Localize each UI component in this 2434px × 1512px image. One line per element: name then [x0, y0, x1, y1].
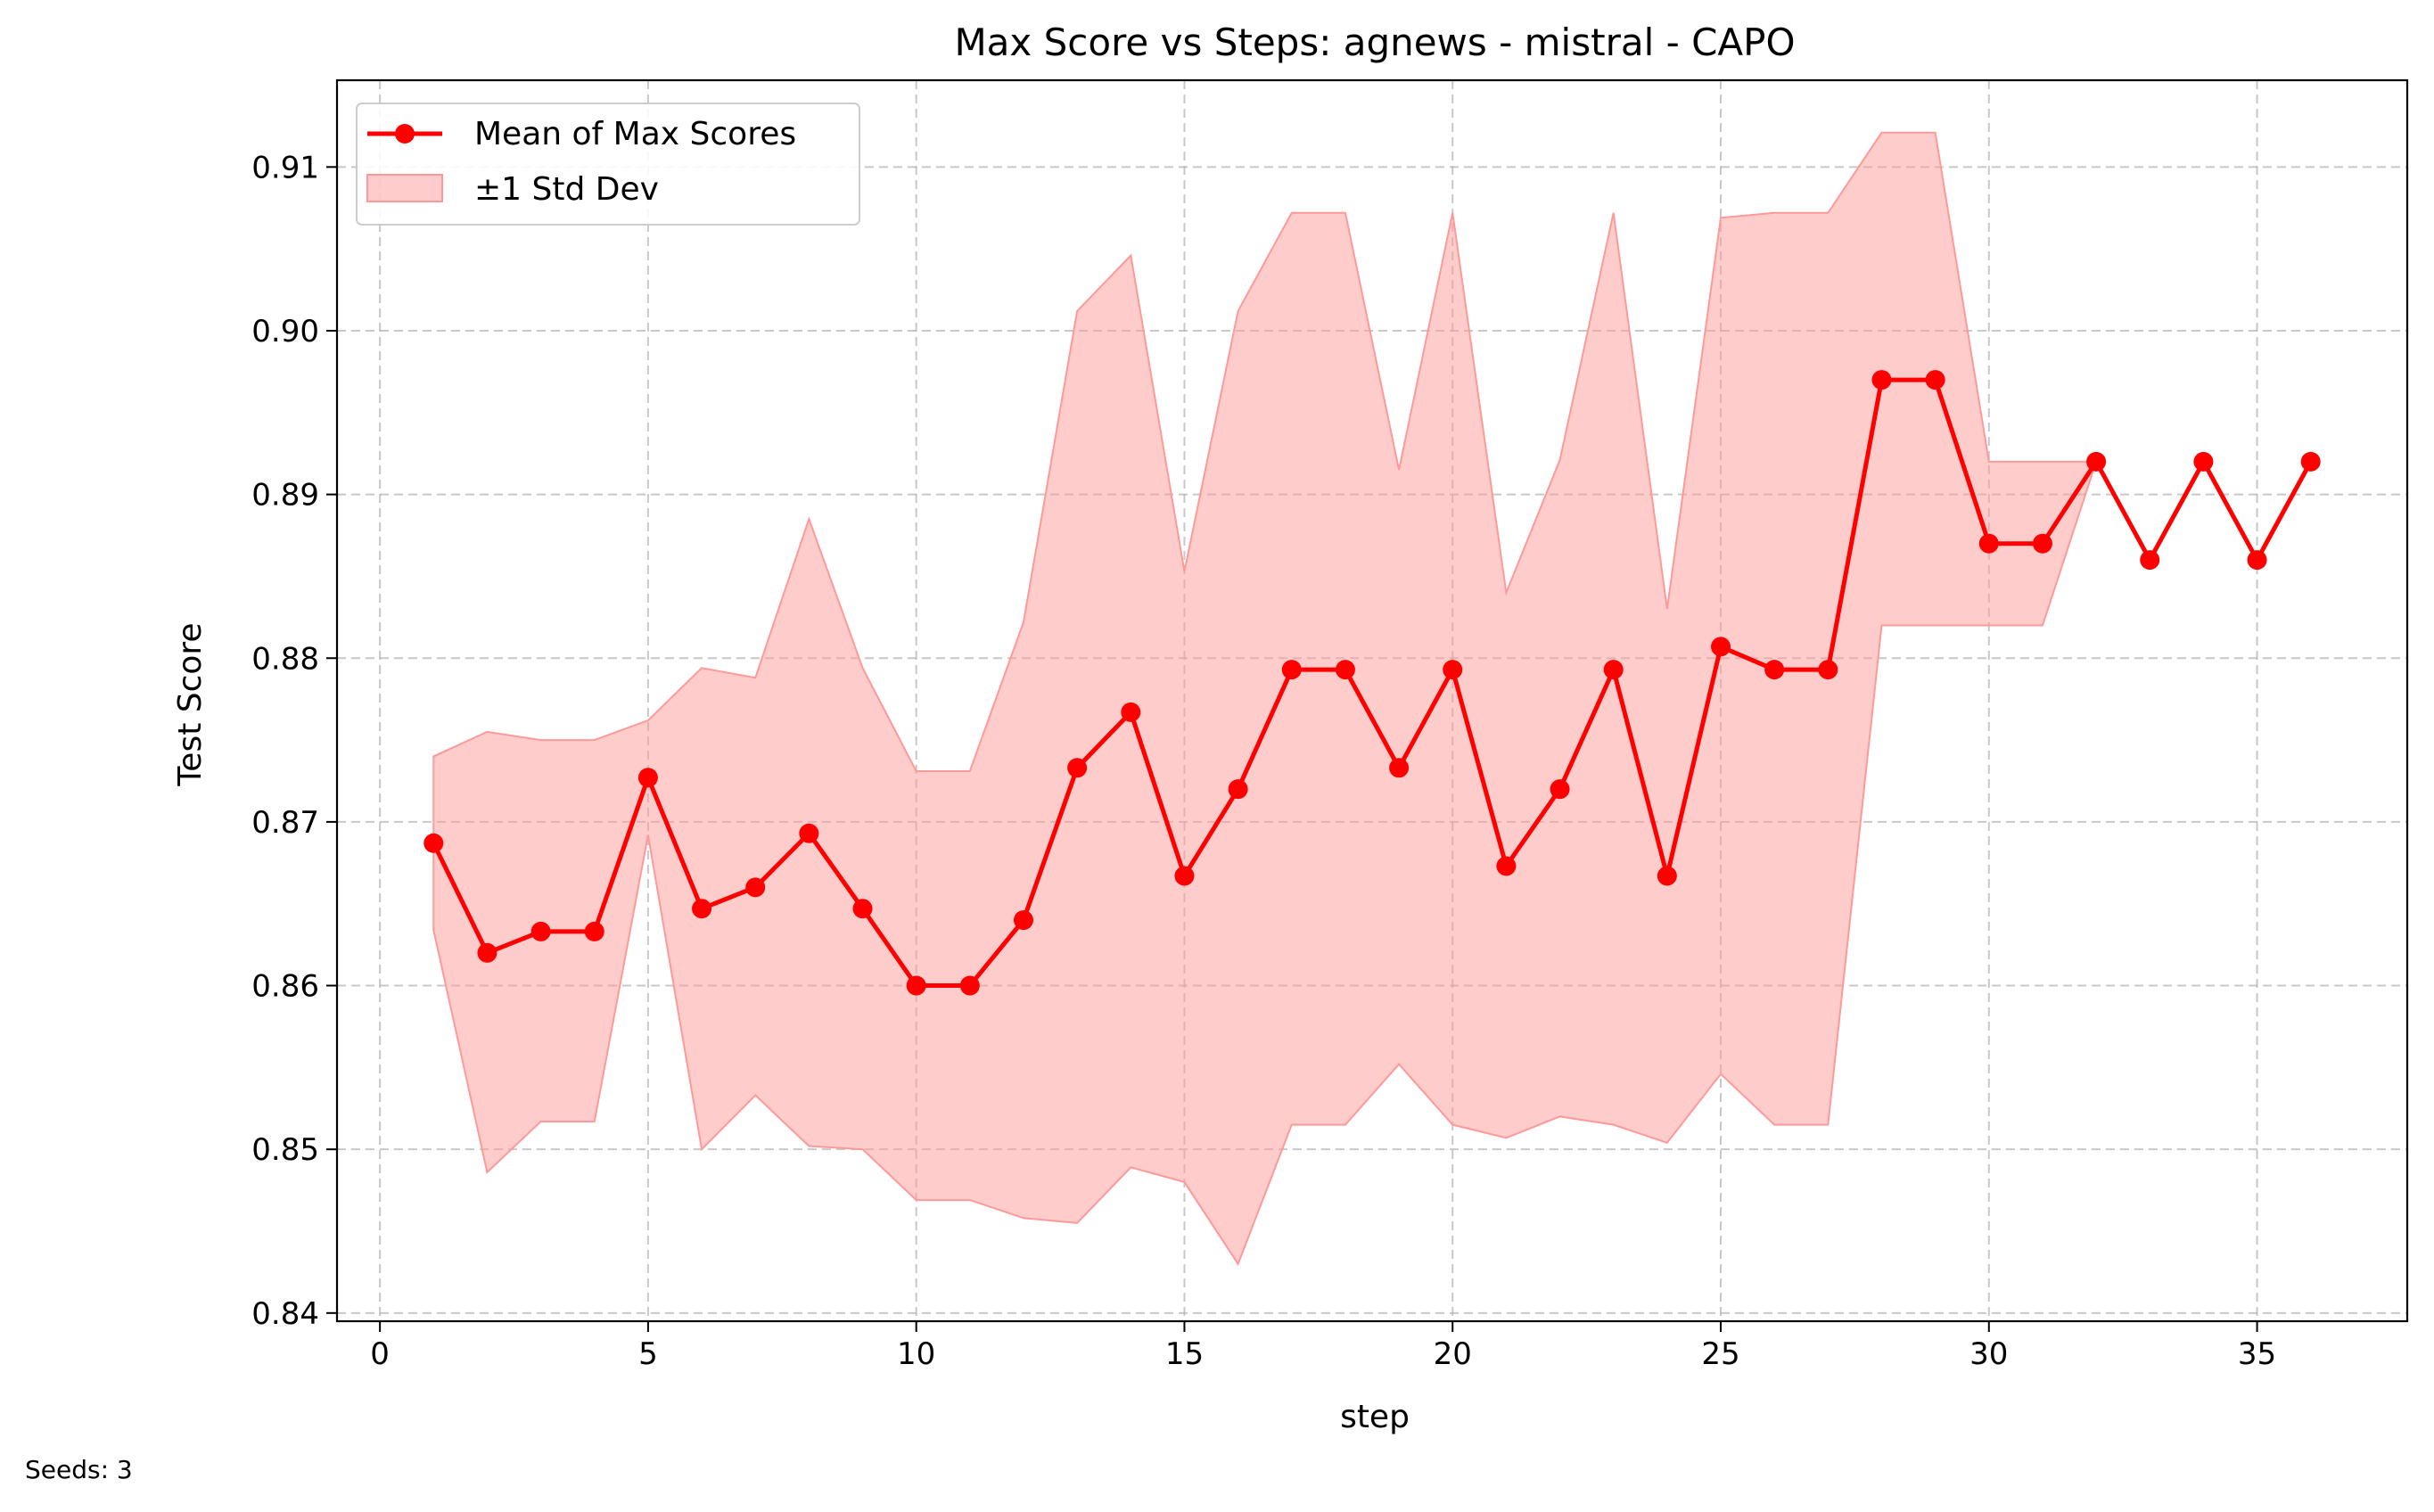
y-axis-ticks: 0.84 0.85 0.86 0.87 0.88 0.89 0.90 0.91: [251, 150, 337, 1332]
y-tick-label: 0.90: [251, 314, 319, 349]
mean-point: [959, 975, 980, 996]
y-axis-label: Test Score: [172, 622, 209, 786]
legend-band-label: ±1 Std Dev: [474, 171, 659, 208]
mean-point: [477, 942, 497, 963]
plot-frame: [335, 78, 2409, 1323]
std-band-area: [432, 131, 2098, 1266]
mean-point: [2032, 533, 2052, 554]
mean-point: [530, 921, 551, 941]
legend-box: [356, 103, 860, 226]
mean-point: [2086, 451, 2107, 472]
x-tick-label: 10: [897, 1336, 935, 1372]
mean-point: [2140, 550, 2160, 571]
mean-point: [1711, 637, 1731, 657]
mean-point: [637, 768, 658, 788]
y-tick-label: 0.85: [251, 1132, 319, 1168]
mean-point: [1067, 758, 1088, 778]
mean-point: [852, 899, 873, 919]
legend: Mean of Max Scores ±1 Std Dev: [356, 103, 860, 226]
y-tick-label: 0.89: [251, 478, 319, 514]
x-axis-label: step: [1340, 1399, 1410, 1435]
x-tick-label: 15: [1165, 1336, 1204, 1372]
x-tick-label: 0: [370, 1336, 390, 1372]
mean-point: [692, 899, 712, 919]
mean-point: [799, 823, 819, 843]
mean-point: [1281, 660, 1302, 680]
std-band: [432, 131, 2098, 1266]
mean-point: [745, 877, 766, 898]
mean-point: [1335, 660, 1355, 680]
mean-point: [2300, 451, 2321, 472]
mean-point: [1496, 856, 1517, 876]
x-axis-ticks: 0 5 10 15 20 25 30 35: [370, 1321, 2276, 1372]
seeds-footnote: Seeds: 3: [25, 1455, 133, 1484]
mean-point: [2193, 451, 2214, 472]
mean-point: [1978, 533, 1999, 554]
mean-point: [584, 921, 604, 941]
mean-point: [1013, 910, 1033, 931]
y-tick-label: 0.88: [251, 641, 319, 677]
mean-point: [1389, 758, 1410, 778]
legend-band-swatch: [366, 174, 443, 202]
x-tick-label: 5: [638, 1336, 658, 1372]
chart-title: Max Score vs Steps: agnews - mistral - C…: [954, 21, 1795, 64]
y-tick-label: 0.84: [251, 1296, 319, 1332]
mean-points: [423, 370, 2321, 996]
mean-point: [1657, 866, 1677, 886]
x-tick-label: 20: [1434, 1336, 1472, 1372]
mean-point: [906, 975, 926, 996]
x-tick-label: 35: [2238, 1336, 2276, 1372]
x-tick-label: 30: [1969, 1336, 2008, 1372]
mean-point: [1443, 660, 1463, 680]
y-tick-label: 0.87: [251, 805, 319, 841]
x-tick-label: 25: [1701, 1336, 1739, 1372]
legend-mean-label: Mean of Max Scores: [474, 116, 796, 152]
legend-mean-marker: [395, 124, 415, 144]
mean-point: [1121, 702, 1141, 722]
mean-point: [1764, 660, 1785, 680]
mean-point: [1228, 779, 1248, 800]
mean-point: [2247, 550, 2267, 571]
mean-point: [1550, 779, 1570, 800]
y-tick-label: 0.86: [251, 969, 319, 1005]
mean-point: [1174, 866, 1195, 886]
mean-point: [1925, 370, 1945, 390]
mean-point: [1603, 660, 1624, 680]
mean-point: [423, 833, 444, 853]
y-tick-label: 0.91: [251, 150, 319, 185]
mean-point: [1818, 660, 1838, 680]
mean-point: [1871, 370, 1892, 390]
